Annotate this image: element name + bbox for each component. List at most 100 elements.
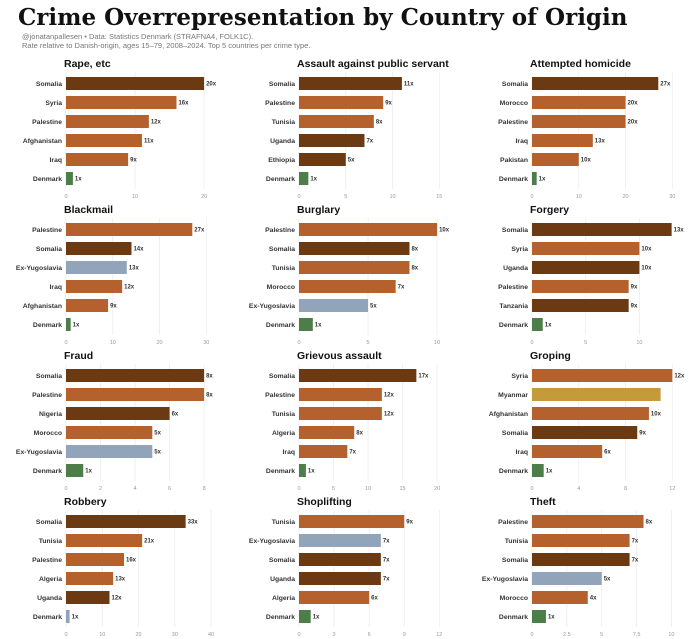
x-tick-label: 0 [297,340,300,346]
category-label: Palestine [265,227,295,234]
bar-uganda [66,591,110,604]
bar-iraq [299,445,348,458]
bar-ex-yugoslavia [532,572,602,585]
value-label: 9x [385,101,392,107]
x-tick-label: 0 [64,194,67,200]
x-tick-label: 0 [64,486,67,492]
bar-nigeria [66,407,170,420]
category-label: Ethiopia [268,157,295,164]
chart-panel-groping: Groping 0 4 8 12 Syria 12x Myanmar Afghanistan 10… [489,350,685,492]
value-label: 13x [115,577,126,583]
category-label: Uganda [270,138,295,145]
value-label: 16x [126,558,137,564]
bar-afghanistan [532,407,649,420]
value-label: 9x [406,520,413,526]
value-label: 5x [370,304,377,310]
bar-algeria [66,572,114,585]
x-tick-label: 6 [368,632,371,638]
x-tick-label: 10 [389,194,395,200]
category-label: Somalia [269,557,295,564]
category-label: Uganda [37,595,62,602]
value-label: 7x [366,139,373,145]
value-label: 17x [418,374,429,380]
x-tick-label: 0 [64,340,67,346]
category-label: Palestine [498,284,528,291]
category-label: Palestine [32,119,62,126]
subtitle-source: @jonatanpallesen • Data: Statistics Denm… [22,32,254,41]
value-label: 20x [628,120,639,126]
x-tick-label: 0 [297,632,300,638]
value-label: 8x [411,266,418,272]
bar-somalia [66,242,132,255]
x-tick-label: 9 [403,632,406,638]
value-label: 1x [73,323,80,329]
category-label: Palestine [32,392,62,399]
chart-panel-assault-against-public-servant: Assault against public servant 0 5 10 15 Soma… [265,58,449,200]
x-tick-label: 20 [434,486,440,492]
value-label: 8x [646,520,653,526]
category-label: Algeria [272,595,295,602]
value-label: 10x [641,266,652,272]
bar-somalia [66,515,186,528]
value-label: 6x [604,450,611,456]
category-label: Ex-Yugoslavia [482,576,528,583]
value-label: 10x [641,247,652,253]
x-tick-label: 12 [669,486,675,492]
value-label: 8x [376,120,383,126]
value-label: 21x [144,539,155,545]
chart-title: Groping [530,350,571,362]
category-label: Ex-Yugoslavia [249,303,295,310]
category-label: Denmark [499,614,528,621]
x-tick-label: 20 [622,194,628,200]
category-label: Iraq [516,138,528,145]
category-label: Somalia [502,227,528,234]
x-tick-label: 10 [636,340,642,346]
bar-syria [532,369,673,382]
chart-panel-forgery: Forgery 0 5 10 Somalia 13x Syria 10x Uganda 10x Pa… [498,204,684,346]
bar-somalia [66,369,205,382]
category-label: Denmark [499,322,528,329]
bar-uganda [532,261,640,274]
value-label: 12x [124,285,135,291]
x-tick-label: 10 [668,632,674,638]
value-label: 12x [384,393,395,399]
value-label: 1x [308,469,315,475]
bar-iraq [532,134,593,147]
category-label: Denmark [33,176,62,183]
bar-algeria [299,426,355,439]
bar-ex-yugoslavia [66,445,153,458]
value-label: 27x [194,228,205,234]
bar-syria [66,96,177,109]
value-label: 8x [411,247,418,253]
chart-title: Rape, etc [64,58,111,70]
x-tick-label: 30 [172,632,178,638]
bar-ex-yugoslavia [299,534,381,547]
bar-somalia [299,369,417,382]
x-tick-label: 10 [434,340,440,346]
category-label: Tunisia [272,265,296,272]
x-tick-label: 10 [365,486,371,492]
value-label: 1x [72,615,79,621]
bar-denmark [532,610,546,623]
bar-uganda [299,572,381,585]
bar-palestine [66,223,193,236]
value-label: 1x [75,177,82,183]
value-label: 9x [631,285,638,291]
value-label: 1x [315,323,322,329]
x-tick-label: 0 [64,632,67,638]
chart-title: Forgery [530,204,569,216]
value-label: 12x [112,596,123,602]
bar-denmark [66,464,84,477]
bar-tunisia [299,261,410,274]
subtitle-description: Rate relative to Danish-origin, ages 15–… [22,41,311,50]
x-tick-label: 4 [577,486,580,492]
x-tick-label: 0 [530,340,533,346]
value-label: 8x [206,393,213,399]
value-label: 33x [188,520,199,526]
bar-somalia [532,426,638,439]
value-label: 11x [144,139,154,145]
chart-panel-blackmail: Blackmail 0 10 20 30 Palestine 27x Somalia 14x Ex… [16,204,209,346]
category-label: Denmark [266,322,295,329]
bar-palestine [66,553,124,566]
x-tick-label: 0 [530,194,533,200]
